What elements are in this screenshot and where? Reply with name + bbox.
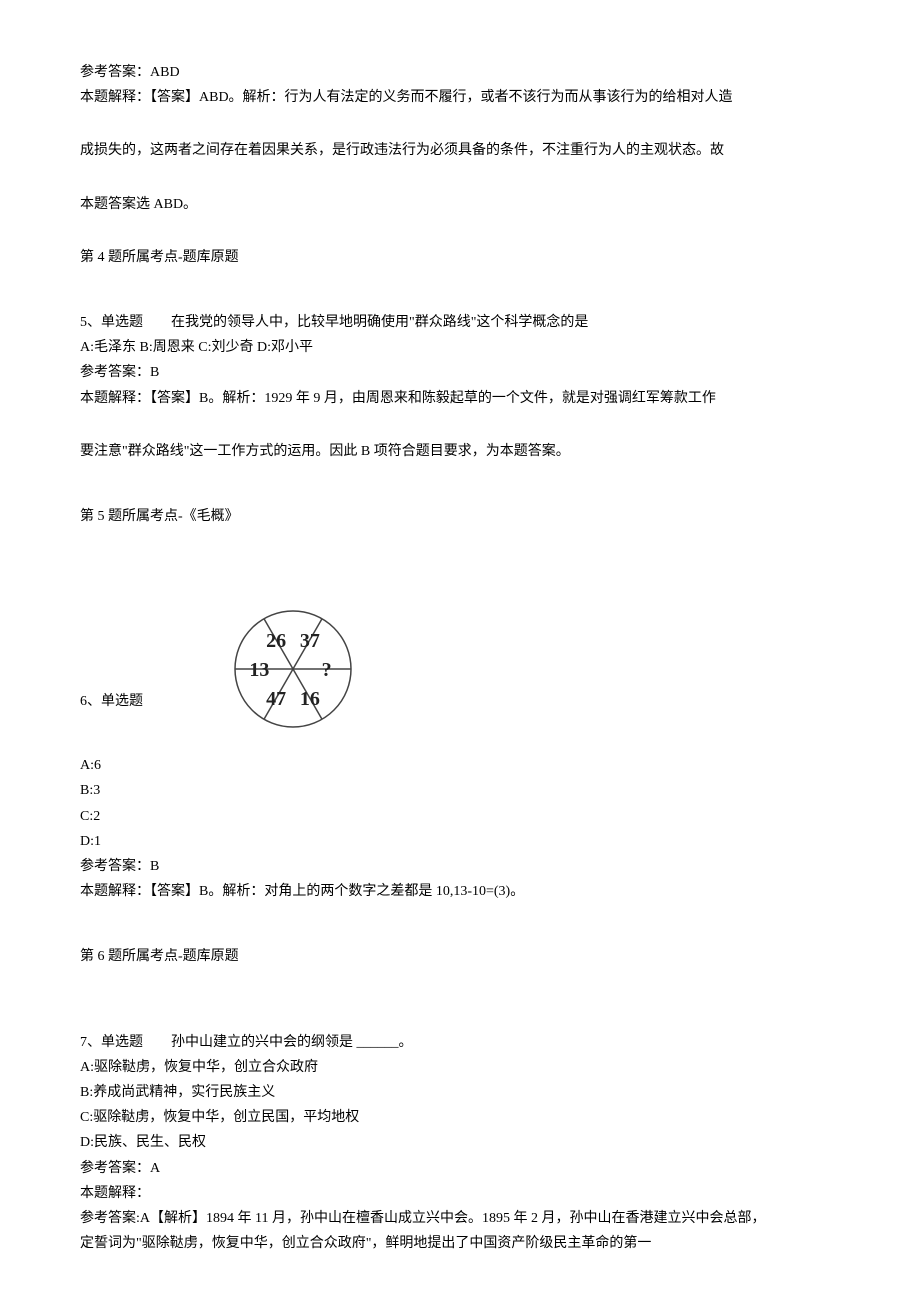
q3-explain-3-block: 本题答案选 ABD。 <box>80 192 840 217</box>
q5-ref-answer: 参考答案：B <box>80 360 840 385</box>
q5-topic-note: 第 5 题所属考点-《毛概》 <box>80 504 840 529</box>
svg-text:16: 16 <box>300 688 320 710</box>
q6-ref-answer: 参考答案：B <box>80 854 840 879</box>
q7-ref-answer: 参考答案：A <box>80 1156 840 1181</box>
q3-explain-2-block: 成损失的，这两者之间存在着因果关系，是行政违法行为必须具备的条件，不注重行为人的… <box>80 138 840 163</box>
q4-topic-note: 第 4 题所属考点-题库原题 <box>80 245 840 270</box>
q6-block: 6、单选题 26 37?16 47 13 <box>80 589 840 753</box>
svg-text:47: 47 <box>266 688 286 710</box>
q6-option-c: C:2 <box>80 804 840 829</box>
q5-topic-note-block: 第 5 题所属考点-《毛概》 <box>80 504 840 529</box>
svg-text:26: 26 <box>266 630 286 652</box>
q6-topic-note-block: 第 6 题所属考点-题库原题 <box>80 944 840 969</box>
q5-block: 5、单选题 在我党的领导人中，比较早地明确使用"群众路线"这个科学概念的是 A:… <box>80 310 840 411</box>
q7-stem: 7、单选题 孙中山建立的兴中会的纲领是 ______。 <box>80 1030 840 1055</box>
q3-answer-block: 参考答案：ABD 本题解释：【答案】ABD。解析：行为人有法定的义务而不履行，或… <box>80 60 840 110</box>
q6-option-b: B:3 <box>80 778 840 803</box>
q7-explain-label: 本题解释： <box>80 1181 840 1206</box>
q5-explain-2: 要注意"群众路线"这一工作方式的运用。因此 B 项符合题目要求，为本题答案。 <box>80 439 840 464</box>
svg-text:37: 37 <box>300 630 320 652</box>
q6-pie-chart: 26 37?16 47 13 <box>223 599 363 748</box>
q7-block: 7、单选题 孙中山建立的兴中会的纲领是 ______。 A:驱除鞑虏，恢复中华，… <box>80 1030 840 1257</box>
q3-explain-1: 本题解释：【答案】ABD。解析：行为人有法定的义务而不履行，或者不该行为而从事该… <box>80 85 840 110</box>
q6-options-block: A:6 B:3 C:2 D:1 参考答案：B 本题解释：【答案】B。解析：对角上… <box>80 753 840 904</box>
q5-explain-2-block: 要注意"群众路线"这一工作方式的运用。因此 B 项符合题目要求，为本题答案。 <box>80 439 840 464</box>
svg-text:13: 13 <box>249 659 269 681</box>
q7-explain-1: 参考答案:A【解析】1894 年 11 月，孙中山在檀香山成立兴中会。1895 … <box>80 1206 840 1231</box>
q5-stem: 5、单选题 在我党的领导人中，比较早地明确使用"群众路线"这个科学概念的是 <box>80 310 840 335</box>
q7-option-c: C:驱除鞑虏，恢复中华，创立民国，平均地权 <box>80 1105 840 1130</box>
svg-text:?: ? <box>322 659 332 681</box>
q6-option-d: D:1 <box>80 829 840 854</box>
q7-explain-2: 定誓词为"驱除鞑虏，恢复中华，创立合众政府"，鲜明地提出了中国资产阶级民主革命的… <box>80 1231 840 1256</box>
q3-explain-3: 本题答案选 ABD。 <box>80 192 840 217</box>
q6-option-a: A:6 <box>80 753 840 778</box>
q6-explain: 本题解释：【答案】B。解析：对角上的两个数字之差都是 10,13-10=(3)。 <box>80 879 840 904</box>
q7-option-a: A:驱除鞑虏，恢复中华，创立合众政府 <box>80 1055 840 1080</box>
q7-option-d: D:民族、民生、民权 <box>80 1130 840 1155</box>
q5-options: A:毛泽东 B:周恩来 C:刘少奇 D:邓小平 <box>80 335 840 360</box>
q6-topic-note: 第 6 题所属考点-题库原题 <box>80 944 840 969</box>
q6-stem: 6、单选题 <box>80 689 143 714</box>
q5-explain-1: 本题解释：【答案】B。解析：1929 年 9 月，由周恩来和陈毅起草的一个文件，… <box>80 386 840 411</box>
q3-explain-2: 成损失的，这两者之间存在着因果关系，是行政违法行为必须具备的条件，不注重行为人的… <box>80 138 840 163</box>
q6-stem-col: 6、单选题 <box>80 589 143 714</box>
q7-option-b: B:养成尚武精神，实行民族主义 <box>80 1080 840 1105</box>
pie-chart-svg: 26 37?16 47 13 <box>223 599 363 739</box>
q4-topic-note-block: 第 4 题所属考点-题库原题 <box>80 245 840 270</box>
q3-ref-answer: 参考答案：ABD <box>80 60 840 85</box>
